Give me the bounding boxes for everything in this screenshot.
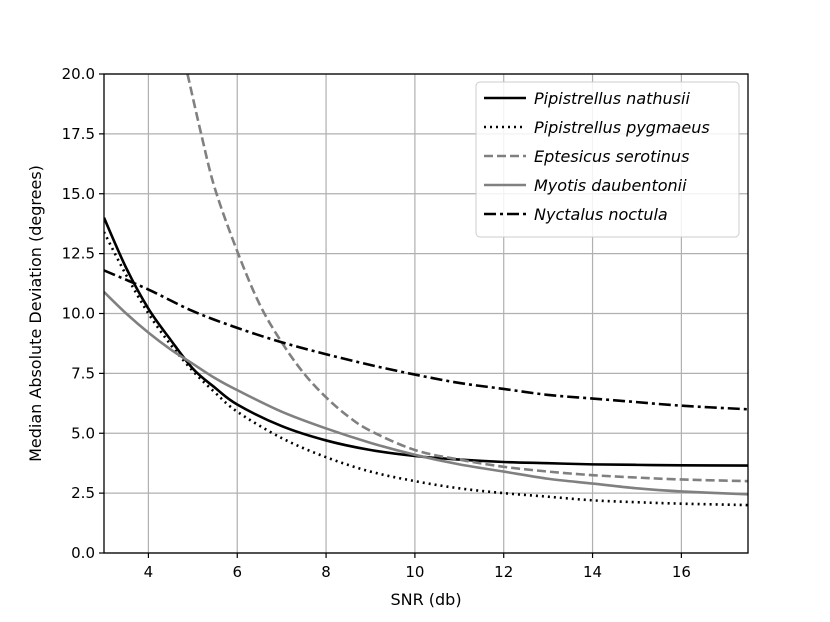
- series-layer: [104, 74, 748, 507]
- legend-label: Eptesicus serotinus: [534, 147, 689, 166]
- x-tick-label: 10: [405, 563, 424, 581]
- x-tick-label: 4: [144, 563, 154, 581]
- y-axis-label: Median Absolute Deviation (degrees): [26, 165, 45, 462]
- y-tick-label: 17.5: [62, 125, 95, 143]
- y-tick-label: 7.5: [71, 364, 95, 382]
- series-line-1: [104, 217, 748, 467]
- y-tick-label: 12.5: [62, 245, 95, 263]
- ticks: 4 6 8 10 12 14 16 0.0 2.5 5.0 7.5 10.0 12.5 15.0 17.5 2…: [62, 65, 691, 581]
- legend-box: [475, 81, 740, 238]
- y-tick-label: 0.0: [71, 544, 95, 562]
- y-tick-label: 10.0: [62, 305, 95, 323]
- y-tick-label: 2.5: [71, 484, 95, 502]
- x-axis-label: SNR (db): [390, 590, 461, 609]
- legend-label: Myotis daubentonii: [534, 176, 687, 195]
- x-tick-label: 16: [672, 563, 691, 581]
- legend-label: Pipistrellus nathusii: [534, 89, 690, 108]
- series-line-5: [104, 269, 748, 411]
- series-line-4: [104, 291, 748, 496]
- legend-label: Nyctalus noctula: [534, 205, 668, 224]
- y-tick-label: 20.0: [62, 65, 95, 83]
- x-tick-label: 14: [583, 563, 602, 581]
- y-tick-label: 5.0: [71, 424, 95, 442]
- legend-label: Pipistrellus pygmaeus: [534, 118, 710, 137]
- legend: Pipistrellus nathusii Pipistrellus pygmae…: [475, 81, 740, 238]
- x-tick-label: 6: [232, 563, 242, 581]
- y-tick-label: 15.0: [62, 185, 95, 203]
- x-tick-label: 8: [321, 563, 331, 581]
- x-tick-label: 12: [494, 563, 513, 581]
- series-line-3: [186, 74, 748, 483]
